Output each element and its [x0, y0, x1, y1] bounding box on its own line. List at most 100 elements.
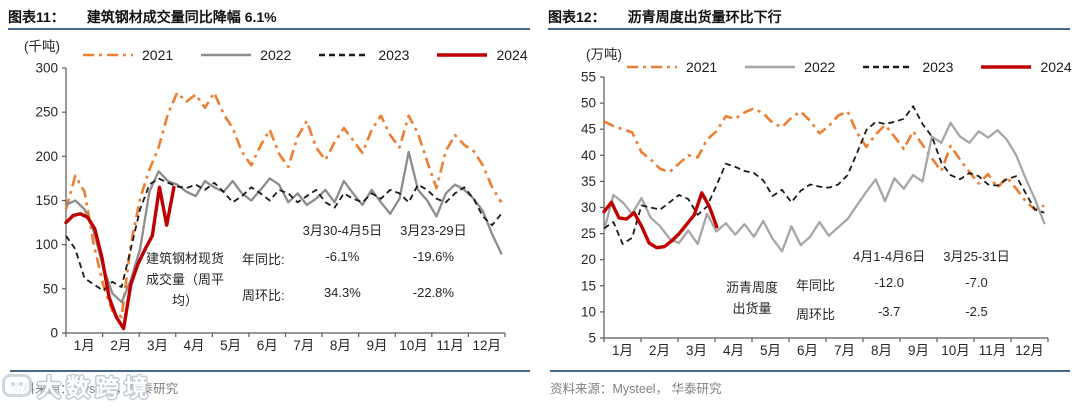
fig12-wow-current: -3.7	[877, 304, 901, 319]
fig11-title: 图表11： 建筑钢材成交量同比降幅 6.1%	[8, 0, 530, 30]
x-tick-label: 7月	[834, 343, 855, 358]
series-label-line: 建筑钢材现货	[146, 251, 225, 266]
y-tick-label: 100	[35, 237, 58, 252]
y-tick-label: 0	[50, 326, 58, 341]
x-tick-label: 10月	[941, 343, 970, 358]
legend-label-2023: 2023	[922, 59, 954, 75]
fig12-col-header-prior-week: 3月25-31日	[943, 249, 1010, 264]
legend-2023-line-sample	[863, 65, 914, 69]
fig11-row-label-yoy: 年同比:	[242, 252, 285, 267]
fig11-title-text: 建筑钢材成交量同比降幅 6.1%	[86, 9, 277, 25]
fig12-chart-area: 5 10 15 20 25 30 35 40 45 50 55 1月 2月 3月 4月 5月 6月 7月 8月 9月 1…	[540, 30, 1080, 370]
legend-2023-line-sample	[319, 53, 370, 57]
fig12-line-chart: 5 10 15 20 25 30 35 40 45 50 55 1月 2月 3月 4月 5月 6月 7月 8月 9月 1…	[581, 70, 1049, 358]
y-tick-label: 30	[581, 200, 596, 215]
x-tick-label: 3月	[147, 338, 168, 353]
fig11-chart-area: 0 50 100 150 200 250 300 1月 2月 3月 4月 5月 6月 7月 8月 9月 10月 1…	[0, 30, 540, 370]
series-2022-line	[602, 121, 1046, 253]
fig12-title: 图表12： 沥青周度出货量环比下行	[548, 0, 1070, 30]
y-tick-label: 45	[581, 122, 596, 137]
y-tick-label: 300	[35, 61, 58, 76]
y-tick-label: 55	[581, 70, 596, 85]
series-label-line: 沥青周度	[726, 280, 779, 296]
x-tick-label: 9月	[908, 343, 929, 358]
fig12-row-label-yoy: 年同比	[796, 278, 836, 293]
x-tick-label: 2月	[110, 338, 131, 353]
fig11-col-header-prior-week: 3月23-29日	[400, 223, 467, 238]
legend-item-2021: 2021	[626, 59, 717, 75]
legend-2021-line-sample	[627, 65, 677, 69]
fig12-series-label: 沥青周度 出货量	[726, 278, 778, 320]
legend-label-2024: 2024	[496, 47, 528, 63]
fig11-title-prefix: 图表11：	[8, 9, 65, 25]
x-tick-label: 11月	[979, 343, 1007, 358]
series-2023-line	[65, 177, 503, 292]
x-tick-label: 12月	[1015, 343, 1044, 358]
y-tick-label: 35	[581, 174, 596, 189]
legend-item-2023: 2023	[318, 47, 409, 63]
fig11-line-chart: 0 50 100 150 200 250 300 1月 2月 3月 4月 5月 6月 7月 8月 9月 10月 1…	[35, 61, 506, 353]
legend-2024-line-sample	[437, 53, 488, 57]
legend-label-2023: 2023	[378, 47, 410, 63]
chart-panel-fig12: 图表12： 沥青周度出货量环比下行 5 10 15 20 25 30 35 40 45 50 55 1月…	[540, 0, 1080, 409]
x-tick-label: 1月	[74, 338, 95, 353]
y-tick-label: 150	[35, 193, 58, 208]
fig11-legend: 2021 2022 2023 2024	[82, 47, 528, 63]
legend-item-2024: 2024	[980, 59, 1072, 75]
fig12-col-header-current-week: 4月1-4月6日	[853, 249, 926, 264]
fig11-summary-table: 建筑钢材现货 成交量（周平 均） 3月30-4月5日 3月23-29日 年同比:…	[146, 220, 467, 311]
x-tick-label: 6月	[797, 343, 818, 358]
x-tick-label: 11月	[436, 338, 464, 353]
fig11-col-header-current-week: 3月30-4月5日	[302, 223, 383, 238]
y-tick-label: 25	[581, 226, 596, 241]
series-label-line: 均）	[172, 292, 199, 308]
x-tick-label: 4月	[723, 343, 744, 358]
fig12-legend: 2021 2022 2023 2024	[626, 59, 1072, 75]
y-tick-label: 20	[581, 252, 596, 267]
fig12-yoy-current: -12.0	[874, 275, 904, 290]
y-tick-label: 50	[43, 281, 58, 296]
fig12-title-prefix: 图表12：	[548, 9, 606, 25]
x-tick-label: 1月	[612, 343, 633, 358]
x-tick-label: 8月	[871, 343, 892, 358]
legend-label-2022: 2022	[804, 59, 836, 75]
fig11-y-axis-unit: (千吨)	[24, 39, 60, 54]
x-tick-label: 6月	[257, 338, 278, 353]
legend-item-2022: 2022	[744, 59, 835, 75]
series-2021-line	[64, 91, 503, 319]
y-tick-label: 40	[581, 148, 596, 163]
fig12-y-axis-unit: (万吨)	[586, 47, 622, 62]
y-tick-label: 50	[581, 96, 596, 111]
fig11-source-text: 资料来源：Mysteel，华泰研究	[10, 382, 179, 396]
x-tick-label: 5月	[760, 343, 781, 358]
legend-label-2021: 2021	[686, 59, 718, 75]
fig11-yoy-prior: -19.6%	[412, 249, 454, 264]
x-tick-label: 9月	[366, 338, 387, 353]
x-tick-label: 5月	[220, 338, 241, 353]
chart-panel-fig11: 图表11： 建筑钢材成交量同比降幅 6.1% 0 50 100 150 200 250 300…	[0, 0, 540, 409]
x-tick-label: 2月	[649, 343, 670, 358]
legend-2021-line-sample	[83, 53, 133, 57]
fig11-wow-prior: -22.8%	[412, 285, 454, 301]
legend-item-2024: 2024	[436, 47, 528, 63]
y-tick-label: 15	[581, 278, 596, 293]
y-tick-label: 5	[588, 331, 596, 346]
fig12-source-text: 资料来源：Mysteel， 华泰研究	[550, 382, 722, 396]
legend-label-2021: 2021	[142, 47, 174, 63]
x-tick-label: 3月	[686, 343, 707, 358]
legend-item-2023: 2023	[862, 59, 953, 75]
legend-item-2021: 2021	[82, 47, 173, 63]
fig12-wow-prior: -2.5	[965, 304, 988, 319]
series-2022-line	[64, 150, 503, 304]
series-2024-line	[64, 185, 176, 331]
series-2024-line	[602, 191, 719, 250]
legend-2022-line-sample	[201, 53, 252, 57]
legend-2024-line-sample	[981, 65, 1032, 69]
legend-2022-line-sample	[745, 65, 796, 69]
fig11-source: 资料来源：Mysteel，华泰研究	[10, 370, 530, 409]
y-tick-label: 200	[35, 149, 58, 164]
fig11-yoy-current: -6.1%	[325, 249, 360, 264]
series-2023-line	[603, 105, 1045, 245]
series-2021-line	[603, 107, 1045, 211]
y-tick-label: 10	[581, 304, 596, 319]
